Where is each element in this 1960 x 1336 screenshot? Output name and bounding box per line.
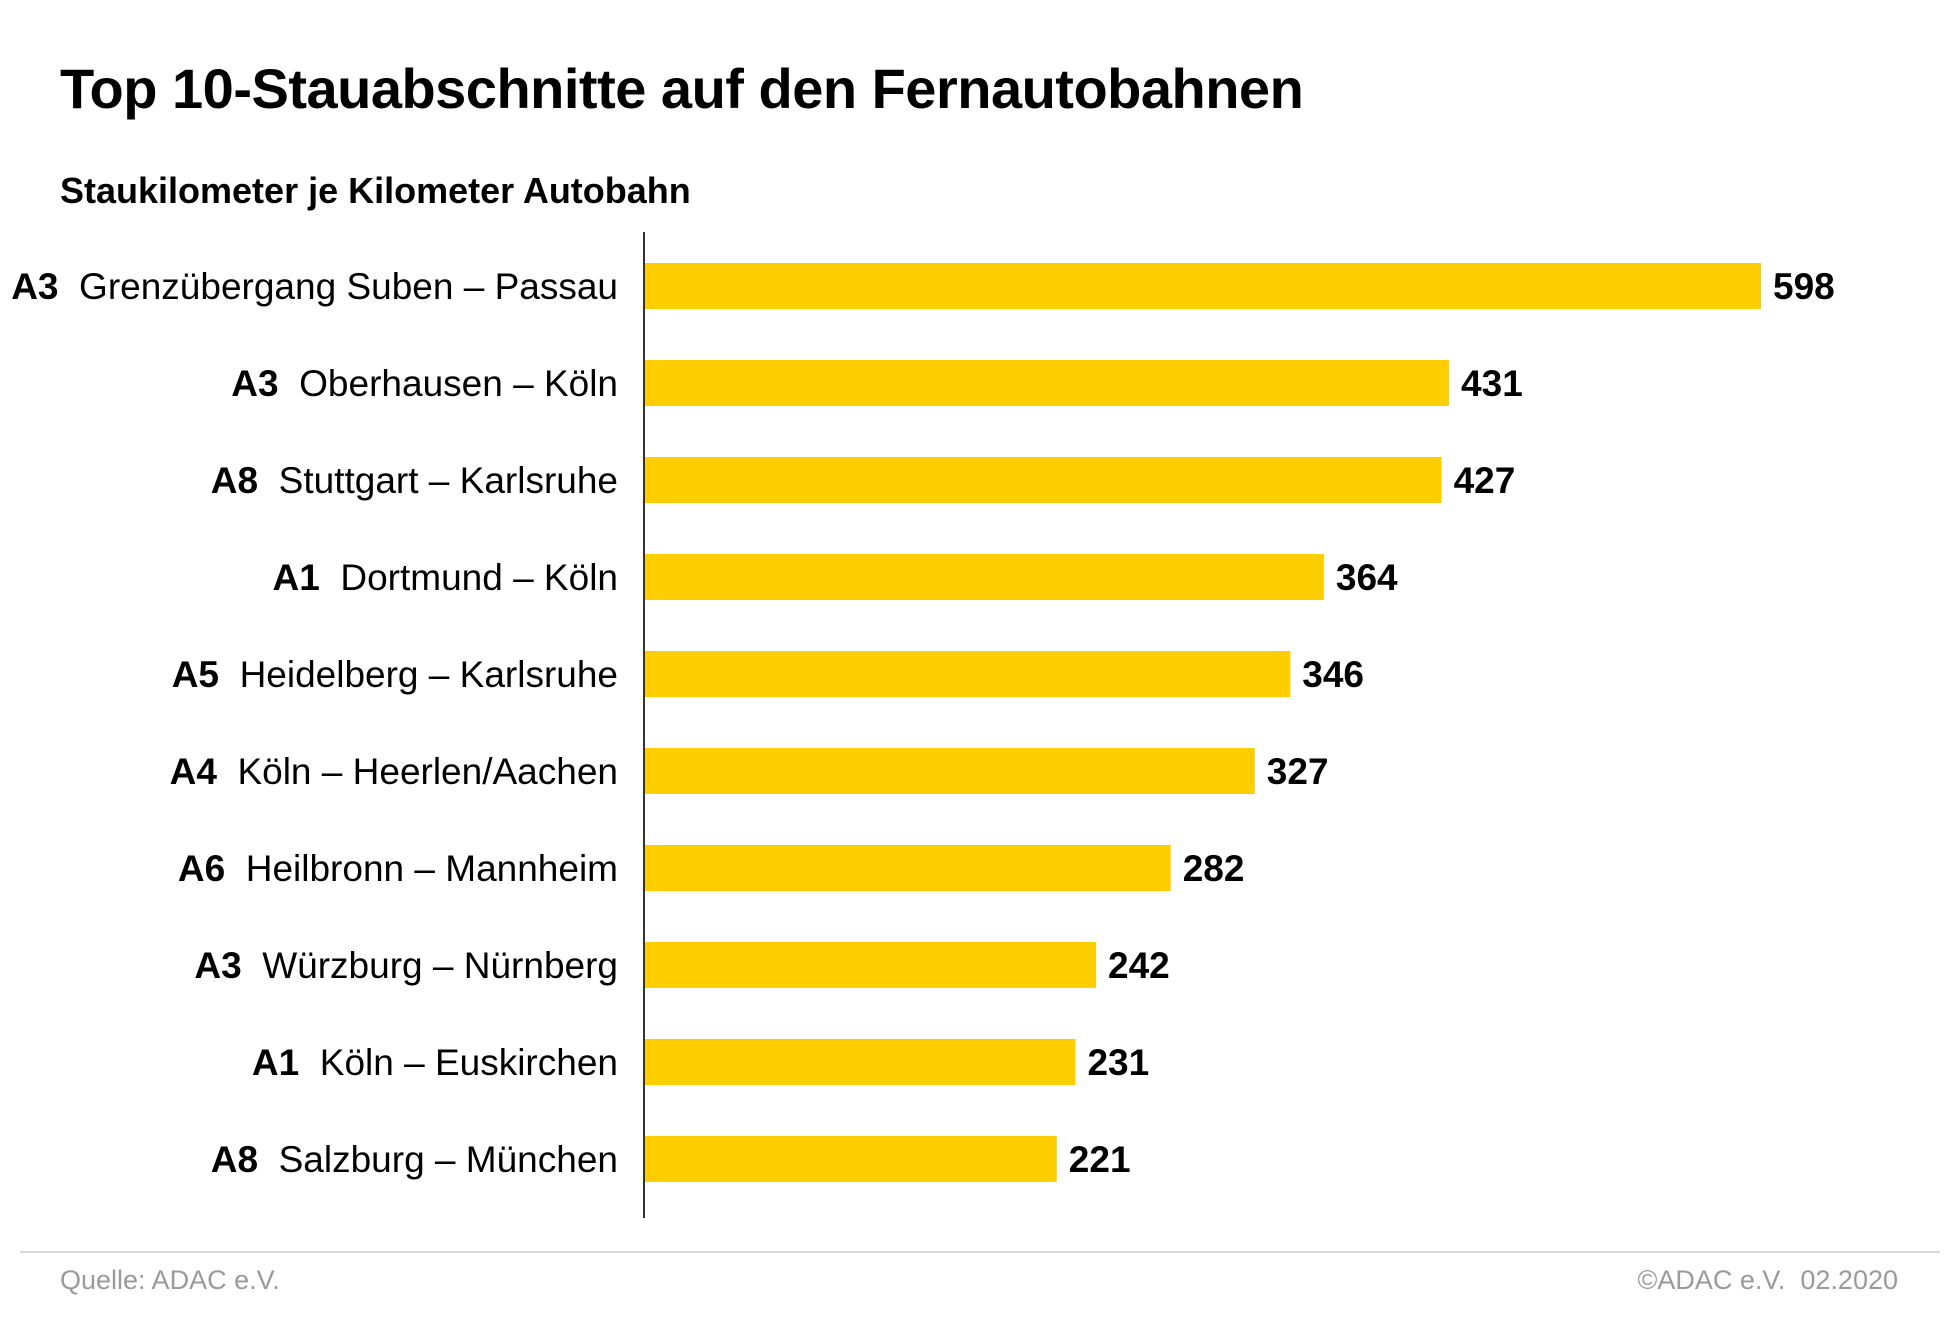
category-label: A1 Dortmund – Köln xyxy=(272,557,618,598)
route-code: A1 xyxy=(272,557,340,598)
route-name: Salzburg – München xyxy=(279,1139,618,1180)
data-label: 431 xyxy=(1461,363,1523,404)
data-label: 598 xyxy=(1773,266,1835,307)
chart-title: Top 10-Stauabschnitte auf den Fernautoba… xyxy=(60,57,1304,120)
category-label: A5 Heidelberg – Karlsruhe xyxy=(172,654,618,695)
route-name: Grenzübergang Suben – Passau xyxy=(79,266,618,307)
category-label: A4 Köln – Heerlen/Aachen xyxy=(170,751,618,792)
source-note: Quelle: ADAC e.V. xyxy=(60,1265,280,1295)
route-code: A8 xyxy=(211,1139,279,1180)
bar xyxy=(644,554,1324,600)
category-label: A6 Heilbronn – Mannheim xyxy=(178,848,618,889)
route-code: A3 xyxy=(194,945,262,986)
data-label: 346 xyxy=(1302,654,1364,695)
category-label: A1 Köln – Euskirchen xyxy=(252,1042,618,1083)
route-name: Stuttgart – Karlsruhe xyxy=(279,460,618,501)
route-name: Würzburg – Nürnberg xyxy=(262,945,618,986)
route-name: Köln – Heerlen/Aachen xyxy=(237,751,618,792)
data-label: 231 xyxy=(1087,1042,1149,1083)
bar xyxy=(644,457,1442,503)
route-name: Oberhausen – Köln xyxy=(299,363,618,404)
bar xyxy=(644,263,1761,309)
route-name: Heidelberg – Karlsruhe xyxy=(240,654,618,695)
route-name: Dortmund – Köln xyxy=(340,557,618,598)
bar xyxy=(644,1136,1057,1182)
route-code: A8 xyxy=(211,460,279,501)
category-label: A3 Oberhausen – Köln xyxy=(231,363,618,404)
bar xyxy=(644,1039,1076,1085)
data-label: 282 xyxy=(1183,848,1245,889)
chart-subtitle: Staukilometer je Kilometer Autobahn xyxy=(60,170,691,211)
data-label: 221 xyxy=(1069,1139,1131,1180)
copyright-note: ©ADAC e.V. 02.2020 xyxy=(1637,1265,1898,1295)
footer-divider xyxy=(20,1251,1940,1253)
route-name: Heilbronn – Mannheim xyxy=(246,848,618,889)
route-code: A5 xyxy=(172,654,240,695)
data-label: 242 xyxy=(1108,945,1170,986)
bar xyxy=(644,651,1291,697)
category-label: A3 Würzburg – Nürnberg xyxy=(194,945,618,986)
route-code: A4 xyxy=(170,751,238,792)
route-name: Köln – Euskirchen xyxy=(320,1042,618,1083)
bar xyxy=(644,360,1450,406)
route-code: A1 xyxy=(252,1042,320,1083)
data-label: 427 xyxy=(1454,460,1516,501)
bar xyxy=(644,845,1171,891)
data-label: 364 xyxy=(1336,557,1398,598)
bar xyxy=(644,748,1255,794)
route-code: A3 xyxy=(11,266,79,307)
data-label: 327 xyxy=(1267,751,1329,792)
category-label: A8 Salzburg – München xyxy=(211,1139,618,1180)
category-label: A8 Stuttgart – Karlsruhe xyxy=(211,460,618,501)
route-code: A3 xyxy=(231,363,299,404)
route-code: A6 xyxy=(178,848,246,889)
bar xyxy=(644,942,1097,988)
category-label: A3 Grenzübergang Suben – Passau xyxy=(11,266,618,307)
